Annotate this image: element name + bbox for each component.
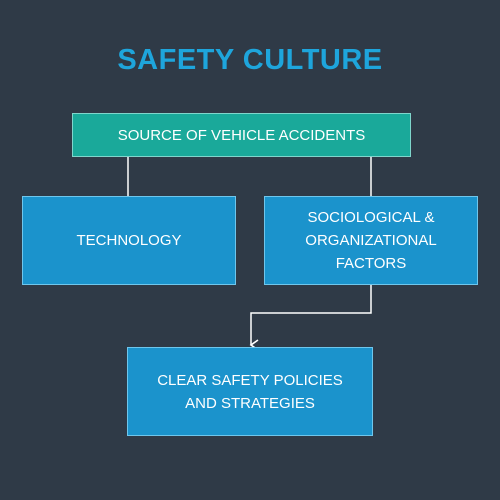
diagram-title: SAFETY CULTURE bbox=[117, 44, 383, 76]
technology-box: TECHNOLOGY bbox=[22, 196, 236, 285]
clear-policies-label: CLEAR SAFETY POLICIES AND STRATEGIES bbox=[157, 371, 343, 412]
sociological-organizational-factors-box: SOCIOLOGICAL & ORGANIZATIONAL FACTORS bbox=[264, 196, 478, 285]
technology-label: TECHNOLOGY bbox=[76, 232, 182, 249]
source-label: SOURCE OF VEHICLE ACCIDENTS bbox=[117, 126, 366, 144]
sociological-label: SOCIOLOGICAL & ORGANIZATIONAL FACTORS bbox=[305, 209, 437, 272]
source-of-vehicle-accidents-box: SOURCE OF VEHICLE ACCIDENTS bbox=[72, 113, 411, 157]
connector-sociological-clear-policies bbox=[249, 285, 372, 351]
clear-safety-policies-box: CLEAR SAFETY POLICIES AND STRATEGIES bbox=[127, 347, 373, 436]
